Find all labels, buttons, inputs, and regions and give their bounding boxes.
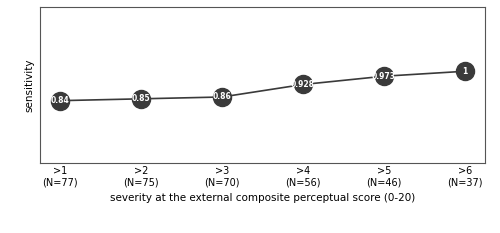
- Text: 0.84: 0.84: [51, 96, 70, 105]
- Y-axis label: sensitivity: sensitivity: [24, 58, 34, 112]
- Text: 0.973: 0.973: [372, 72, 396, 81]
- Text: 0.86: 0.86: [212, 93, 232, 102]
- Text: 0.85: 0.85: [132, 94, 150, 103]
- Text: 1: 1: [462, 67, 468, 76]
- Text: 0.928: 0.928: [291, 80, 315, 89]
- X-axis label: severity at the external composite perceptual score (0-20): severity at the external composite perce…: [110, 193, 415, 203]
